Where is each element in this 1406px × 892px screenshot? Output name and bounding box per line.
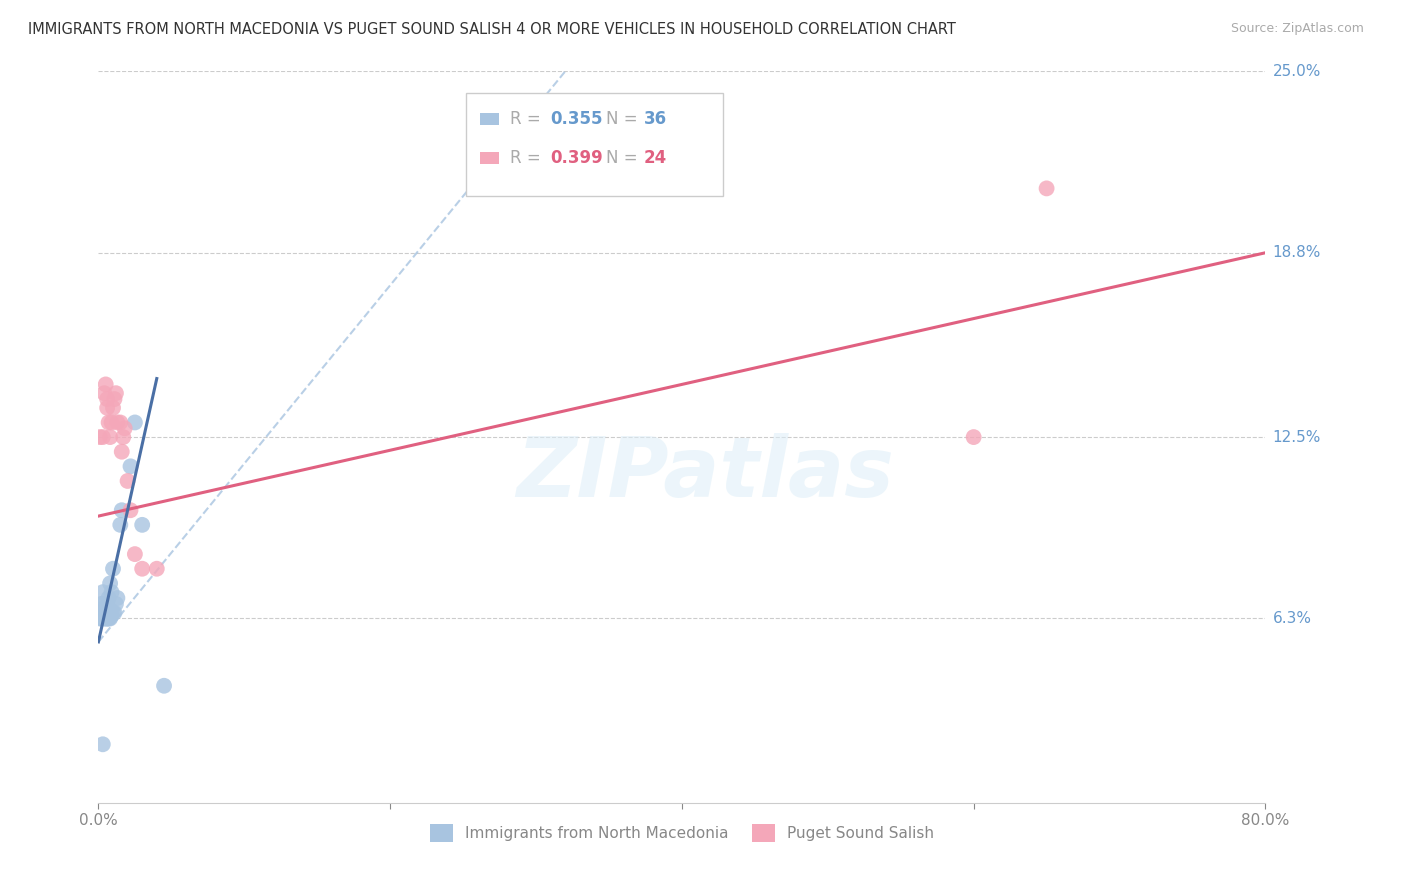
Point	[96, 401, 118, 415]
Point	[98, 430, 121, 444]
Point	[93, 611, 115, 625]
Point	[103, 606, 125, 620]
Text: 0.355: 0.355	[550, 110, 603, 128]
Point	[89, 611, 111, 625]
Point	[96, 603, 118, 617]
Point	[97, 606, 120, 620]
Point	[97, 611, 120, 625]
Point	[101, 606, 124, 620]
Text: 0.399: 0.399	[550, 149, 603, 167]
Point	[110, 517, 132, 532]
Point	[111, 444, 134, 458]
Point	[98, 611, 121, 625]
Point	[98, 603, 121, 617]
Point	[131, 562, 153, 576]
Point	[131, 517, 153, 532]
FancyBboxPatch shape	[479, 113, 499, 125]
Point	[124, 416, 146, 430]
Point	[110, 416, 132, 430]
Legend: Immigrants from North Macedonia, Puget Sound Salish: Immigrants from North Macedonia, Puget S…	[422, 816, 942, 850]
Point	[96, 611, 118, 625]
Point	[104, 386, 127, 401]
Point	[91, 737, 114, 751]
Point	[120, 459, 142, 474]
Point	[98, 576, 121, 591]
Point	[104, 597, 127, 611]
Point	[90, 597, 112, 611]
Point	[89, 430, 111, 444]
Point	[100, 608, 122, 623]
Point	[91, 611, 114, 625]
Point	[962, 430, 984, 444]
Point	[111, 503, 134, 517]
Point	[120, 503, 142, 517]
Point	[94, 611, 117, 625]
Point	[103, 392, 125, 406]
Text: 18.8%: 18.8%	[1272, 245, 1322, 260]
Point	[114, 421, 136, 435]
Point	[91, 585, 114, 599]
Point	[105, 591, 128, 605]
FancyBboxPatch shape	[465, 94, 723, 195]
Point	[91, 430, 114, 444]
Point	[90, 611, 112, 625]
Point	[90, 606, 112, 620]
Text: 12.5%: 12.5%	[1272, 430, 1322, 444]
Text: 24: 24	[644, 149, 666, 167]
Point	[97, 591, 120, 605]
Point	[146, 562, 169, 576]
Point	[97, 416, 120, 430]
Point	[94, 608, 117, 623]
Text: IMMIGRANTS FROM NORTH MACEDONIA VS PUGET SOUND SALISH 4 OR MORE VEHICLES IN HOUS: IMMIGRANTS FROM NORTH MACEDONIA VS PUGET…	[28, 22, 956, 37]
Point	[105, 416, 128, 430]
Text: N =: N =	[606, 110, 643, 128]
Text: N =: N =	[606, 149, 643, 167]
Text: 6.3%: 6.3%	[1272, 611, 1312, 626]
Point	[93, 386, 115, 401]
Point	[96, 392, 118, 406]
FancyBboxPatch shape	[479, 152, 499, 163]
Point	[101, 562, 124, 576]
Point	[93, 597, 115, 611]
Point	[94, 377, 117, 392]
Point	[100, 585, 122, 599]
Text: 36: 36	[644, 110, 666, 128]
Point	[91, 608, 114, 623]
Point	[100, 416, 122, 430]
Text: R =: R =	[510, 149, 547, 167]
Point	[153, 679, 176, 693]
Point	[94, 599, 117, 614]
Point	[96, 611, 118, 625]
Text: R =: R =	[510, 110, 547, 128]
Point	[124, 547, 146, 561]
Point	[112, 430, 135, 444]
Text: ZIPatlas: ZIPatlas	[516, 434, 894, 514]
Point	[117, 474, 139, 488]
Point	[1035, 181, 1057, 195]
Point	[101, 401, 124, 415]
Text: Source: ZipAtlas.com: Source: ZipAtlas.com	[1230, 22, 1364, 36]
Point	[93, 608, 115, 623]
Text: 25.0%: 25.0%	[1272, 64, 1322, 78]
